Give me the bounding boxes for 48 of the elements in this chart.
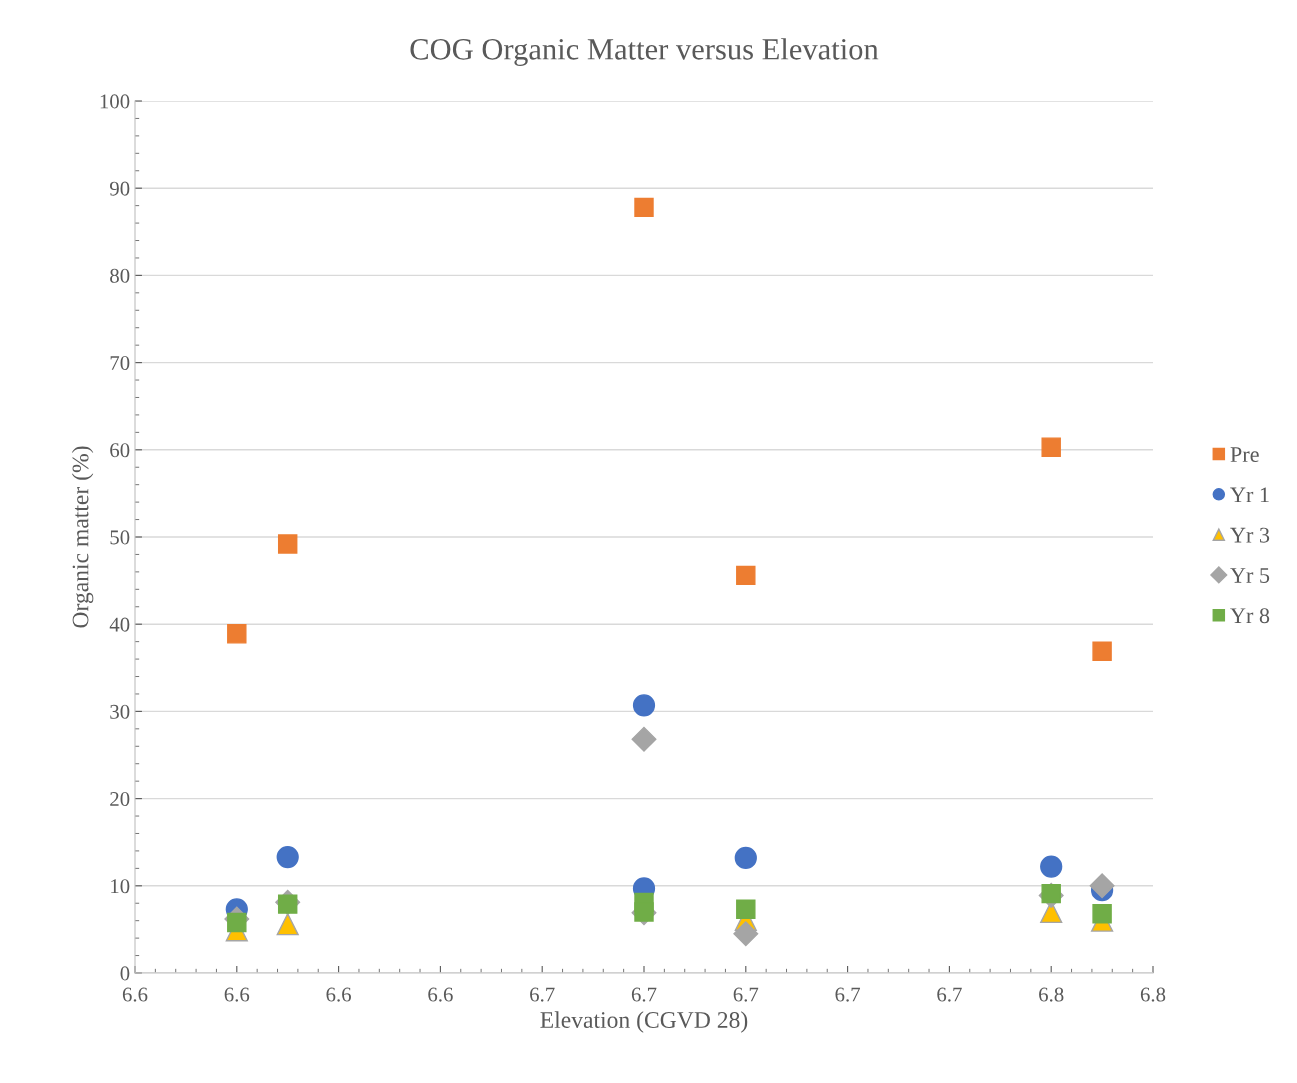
x-tick-label: 6.6 (122, 987, 148, 1002)
legend-label: Yr 3 (1230, 527, 1270, 543)
point (734, 846, 757, 870)
x-tick-label: 6.7 (733, 987, 759, 1002)
y-tick-label: 80 (110, 268, 130, 283)
point (1041, 437, 1061, 457)
y-tick-label: 90 (109, 181, 130, 196)
point (1092, 641, 1112, 661)
point (1089, 873, 1115, 899)
point (733, 921, 759, 947)
y-tick-label: 0 (120, 966, 130, 981)
point (631, 726, 657, 752)
point (227, 912, 247, 933)
y-tick-label: 30 (110, 704, 130, 719)
x-tick-label: 6.7 (631, 987, 657, 1002)
x-tick-label: 6.6 (224, 987, 250, 1002)
point (276, 913, 299, 936)
point (276, 845, 299, 869)
point (277, 534, 298, 554)
chart-title: COG Organic Matter versus Elevation (410, 38, 879, 66)
y-tick-label: 60 (110, 443, 130, 458)
y-tick-label: 10 (111, 879, 130, 894)
x-axis-title: Elevation (CGVD 28) (540, 1011, 748, 1033)
point (736, 565, 756, 586)
y-tick-label: 40 (109, 617, 130, 632)
x-tick-label: 6.8 (1039, 987, 1064, 1002)
y-tick-label: 100 (100, 94, 130, 109)
x-tick-label: 6.7 (937, 987, 962, 1002)
x-tick-label: 6.6 (326, 987, 351, 1002)
y-axis-title: Organic matter (%) (71, 446, 94, 628)
legend-label: Pre (1230, 447, 1259, 463)
x-tick-label: 6.8 (1140, 987, 1166, 1002)
point (634, 902, 654, 922)
point (634, 197, 654, 218)
legend-label: Yr 1 (1230, 487, 1269, 503)
y-tick-label: 70 (110, 355, 130, 371)
legend-label: Yr 5 (1230, 568, 1270, 583)
point (227, 624, 247, 644)
y-tick-label: 50 (110, 530, 130, 545)
point (1092, 903, 1112, 924)
point (1040, 855, 1063, 878)
legend-label: Yr 8 (1230, 608, 1270, 624)
x-tick-label: 6.7 (835, 987, 861, 1002)
y-tick-label: 20 (110, 791, 130, 807)
x-tick-label: 6.7 (530, 987, 555, 1002)
point (632, 694, 656, 717)
point (736, 899, 756, 920)
x-tick-label: 6.6 (428, 987, 453, 1002)
